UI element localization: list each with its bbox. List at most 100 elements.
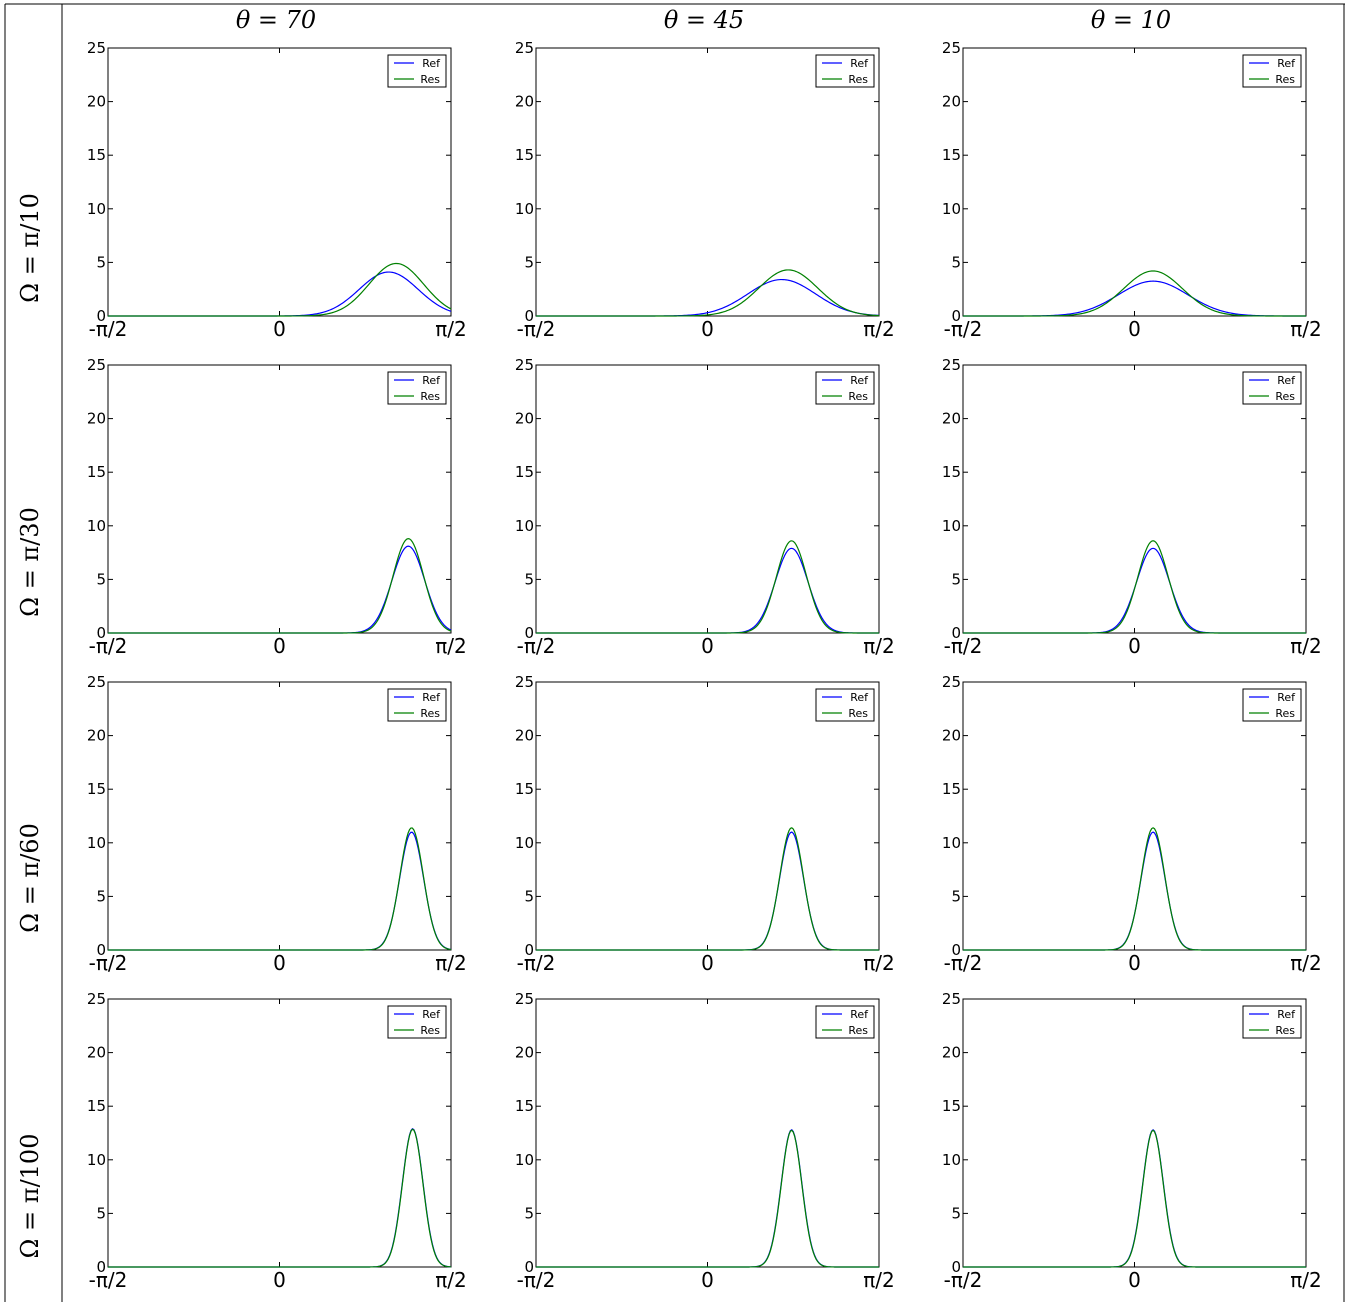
legend-box <box>387 1005 447 1039</box>
legend-label-res: Res <box>420 707 440 720</box>
y-tick-label: 25 <box>942 356 961 374</box>
y-tick-label: 15 <box>87 780 106 798</box>
y-tick-label: 5 <box>96 253 106 271</box>
legend-label-res: Res <box>848 390 868 403</box>
y-tick-label: 20 <box>515 727 534 745</box>
x-tick-label: -π/2 <box>944 1268 983 1292</box>
series-line-ref <box>108 831 452 951</box>
x-tick-label: π/2 <box>863 951 895 975</box>
y-tick-label: 0 <box>96 1258 106 1276</box>
legend-label-ref: Ref <box>1277 57 1296 70</box>
x-tick-label: π/2 <box>435 317 467 341</box>
legend-label-ref: Ref <box>850 374 869 387</box>
y-tick-label: 15 <box>87 1097 106 1115</box>
x-tick-label: π/2 <box>1290 951 1322 975</box>
y-tick-label: 0 <box>524 1258 534 1276</box>
y-tick-label: 20 <box>515 410 534 428</box>
x-tick-label: 0 <box>701 951 714 975</box>
series-line-res <box>963 270 1306 317</box>
legend-label-res: Res <box>848 707 868 720</box>
legend-label-ref: Ref <box>422 57 441 70</box>
series-line-ref <box>108 1128 452 1268</box>
x-tick-label: -π/2 <box>517 1268 556 1292</box>
series-line-ref <box>536 831 879 951</box>
series-line-res <box>536 540 879 634</box>
plot-frame <box>535 681 880 951</box>
series-line-res <box>963 827 1306 951</box>
series-line-res <box>108 262 452 317</box>
y-tick-label: 0 <box>524 307 534 325</box>
x-tick-label: π/2 <box>863 634 895 658</box>
y-tick-label: 10 <box>515 1151 534 1169</box>
y-tick-label: 25 <box>87 356 106 374</box>
legend-label-ref: Ref <box>422 1008 441 1021</box>
x-tick-label: π/2 <box>435 951 467 975</box>
y-tick-label: 5 <box>951 1204 961 1222</box>
y-tick-label: 10 <box>515 517 534 535</box>
legend-label-ref: Ref <box>1277 374 1296 387</box>
series-line-res <box>108 1128 452 1268</box>
y-tick-label: 20 <box>87 410 106 428</box>
y-tick-label: 5 <box>96 1204 106 1222</box>
y-tick-label: 0 <box>951 307 961 325</box>
legend-label-res: Res <box>420 73 440 86</box>
y-tick-label: 25 <box>87 39 106 57</box>
y-tick-label: 20 <box>515 1044 534 1062</box>
y-tick-label: 20 <box>87 727 106 745</box>
series-line-ref <box>963 1128 1306 1268</box>
legend-label-res: Res <box>420 1024 440 1037</box>
row-label-1: Ω = π/30 <box>16 507 44 617</box>
y-tick-label: 10 <box>942 834 961 852</box>
x-tick-label: -π/2 <box>89 317 128 341</box>
y-tick-label: 15 <box>942 780 961 798</box>
y-tick-label: 0 <box>96 624 106 642</box>
y-tick-label: 15 <box>942 1097 961 1115</box>
y-tick-label: 15 <box>87 146 106 164</box>
legend-label-ref: Ref <box>422 691 441 704</box>
y-tick-label: 10 <box>942 200 961 218</box>
y-tick-label: 20 <box>942 1044 961 1062</box>
y-tick-label: 20 <box>942 93 961 111</box>
y-tick-label: 10 <box>87 1151 106 1169</box>
x-tick-label: 0 <box>1128 317 1141 341</box>
y-tick-label: 5 <box>524 570 534 588</box>
x-tick-label: π/2 <box>1290 634 1322 658</box>
y-tick-label: 20 <box>942 410 961 428</box>
series-line-ref <box>536 1129 879 1268</box>
series-line-res <box>963 1129 1306 1268</box>
y-tick-label: 0 <box>96 941 106 959</box>
y-tick-label: 10 <box>515 834 534 852</box>
plot-frame <box>962 47 1307 317</box>
y-tick-label: 10 <box>87 200 106 218</box>
y-tick-label: 25 <box>942 39 961 57</box>
legend-label-res: Res <box>848 73 868 86</box>
series-line-res <box>536 827 879 951</box>
y-tick-label: 10 <box>87 517 106 535</box>
series-line-res <box>536 1129 879 1268</box>
x-tick-label: -π/2 <box>89 1268 128 1292</box>
legend-label-ref: Ref <box>422 374 441 387</box>
y-tick-label: 5 <box>951 570 961 588</box>
y-tick-label: 0 <box>524 624 534 642</box>
legend-label-res: Res <box>420 390 440 403</box>
legend-label-ref: Ref <box>1277 691 1296 704</box>
x-tick-label: 0 <box>273 317 286 341</box>
series-line-ref <box>108 271 452 317</box>
legend-box <box>387 371 447 405</box>
x-tick-label: π/2 <box>863 1268 895 1292</box>
x-tick-label: 0 <box>701 634 714 658</box>
y-tick-label: 5 <box>524 887 534 905</box>
legend-label-res: Res <box>1275 1024 1295 1037</box>
x-tick-label: 0 <box>701 1268 714 1292</box>
legend-label-ref: Ref <box>850 57 869 70</box>
legend-box <box>387 688 447 722</box>
x-tick-label: 0 <box>273 1268 286 1292</box>
series-line-res <box>108 538 452 634</box>
